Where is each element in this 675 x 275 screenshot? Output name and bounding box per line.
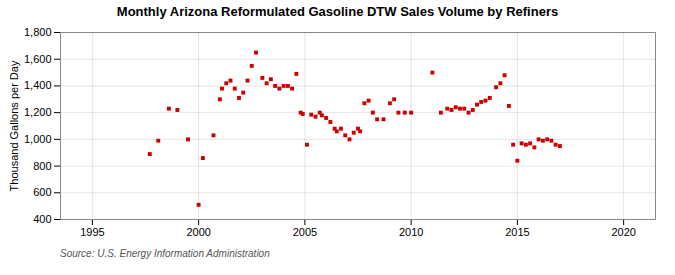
svg-text:600: 600 [33, 186, 51, 198]
svg-text:1,000: 1,000 [24, 133, 52, 145]
html-text:Source: U.S. Energy Informatio: Source: U.S. Energy Information Administ… [60, 248, 270, 259]
svg-text:800: 800 [33, 160, 51, 172]
svg-text:2010: 2010 [399, 226, 423, 238]
svg-text:400: 400 [33, 213, 51, 225]
svg-text:Thousand Gallons per Day: Thousand Gallons per Day [8, 60, 20, 191]
svg-text:1995: 1995 [80, 226, 104, 238]
svg-text:1,800: 1,800 [24, 26, 52, 38]
svg-text:1,200: 1,200 [24, 106, 52, 118]
svg-text:2000: 2000 [186, 226, 210, 238]
svg-text:2005: 2005 [293, 226, 317, 238]
html-text:Monthly Arizona Reformulated G: Monthly Arizona Reformulated Gasoline DT… [116, 4, 559, 19]
svg-text:2020: 2020 [611, 226, 635, 238]
svg-text:1,600: 1,600 [24, 53, 52, 65]
svg-text:2015: 2015 [505, 226, 529, 238]
svg-text:1,400: 1,400 [24, 79, 52, 91]
